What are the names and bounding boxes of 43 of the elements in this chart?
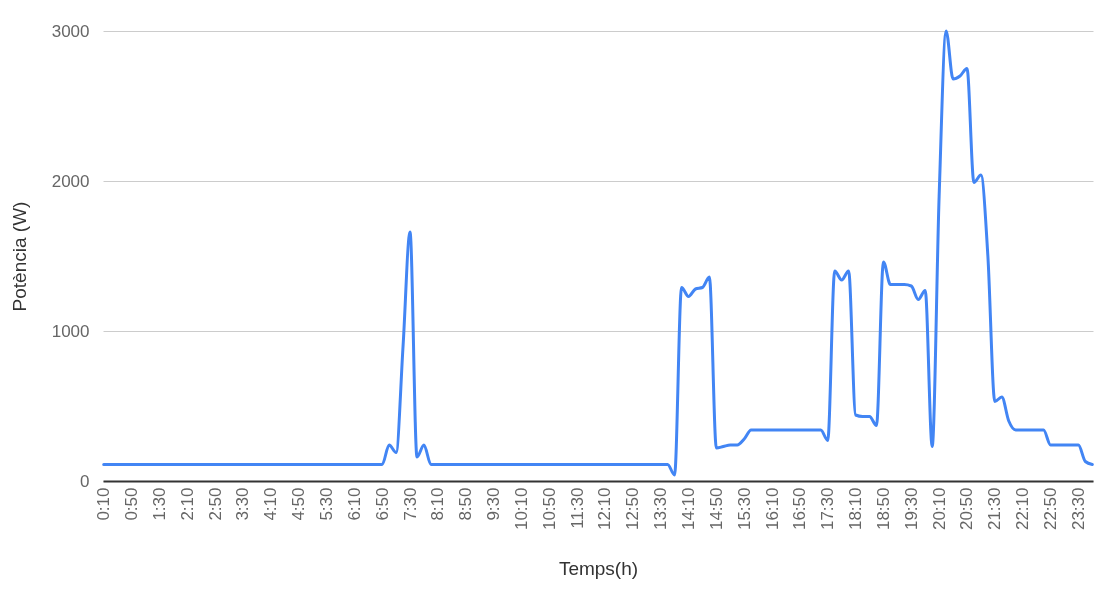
x-tick-label: 10:50 bbox=[539, 487, 559, 531]
y-axis-title: Potència (W) bbox=[8, 201, 30, 312]
x-tick-label: 4:10 bbox=[261, 487, 281, 521]
x-tick-label: 12:10 bbox=[595, 487, 615, 531]
x-tick-label: 22:50 bbox=[1041, 487, 1061, 531]
x-tick-label: 20:10 bbox=[929, 487, 949, 531]
x-tick-label: 17:30 bbox=[818, 487, 838, 531]
x-tick-label: 9:30 bbox=[484, 487, 504, 521]
line-series bbox=[102, 29, 1094, 477]
x-tick-label: 8:50 bbox=[456, 487, 476, 521]
x-tick-label: 18:50 bbox=[873, 487, 893, 531]
x-tick-label: 18:10 bbox=[846, 487, 866, 531]
x-tick-label: 2:50 bbox=[205, 487, 225, 521]
x-tick-label: 5:30 bbox=[316, 487, 336, 521]
x-tick-label: 6:50 bbox=[372, 487, 392, 521]
x-tick-label: 6:10 bbox=[344, 487, 364, 521]
x-tick-label: 14:10 bbox=[679, 487, 699, 531]
x-tick-label: 8:10 bbox=[428, 487, 448, 521]
y-tick-label: 0 bbox=[80, 471, 90, 491]
x-tick-label: 22:10 bbox=[1013, 487, 1033, 531]
x-tick-label: 15:30 bbox=[734, 487, 754, 531]
x-tick-label: 23:30 bbox=[1068, 487, 1088, 531]
x-tick-label: 7:30 bbox=[400, 487, 420, 521]
x-tick-label: 21:30 bbox=[985, 487, 1005, 531]
x-tick-label: 3:30 bbox=[233, 487, 253, 521]
x-tick-label: 20:50 bbox=[957, 487, 977, 531]
x-tick-label: 19:30 bbox=[901, 487, 921, 531]
y-tick-label: 3000 bbox=[51, 21, 90, 41]
x-tick-label: 11:30 bbox=[567, 487, 587, 529]
x-tick-label: 13:30 bbox=[651, 487, 671, 531]
x-tick-label: 2:10 bbox=[177, 487, 197, 521]
x-tick-label: 0:50 bbox=[122, 487, 142, 521]
x-axis-title: Temps(h) bbox=[558, 558, 639, 580]
y-tick-label: 2000 bbox=[51, 171, 90, 191]
x-tick-label: 0:10 bbox=[94, 487, 114, 521]
y-tick-label: 1000 bbox=[51, 321, 90, 341]
x-tick-label: 4:50 bbox=[289, 487, 309, 521]
x-tick-label: 12:50 bbox=[623, 487, 643, 531]
x-tick-label: 14:50 bbox=[706, 487, 726, 531]
x-tick-label: 16:10 bbox=[762, 487, 782, 531]
x-tick-label: 16:50 bbox=[790, 487, 810, 531]
x-tick-label: 10:10 bbox=[511, 487, 531, 531]
x-tick-label: 1:30 bbox=[149, 487, 169, 521]
